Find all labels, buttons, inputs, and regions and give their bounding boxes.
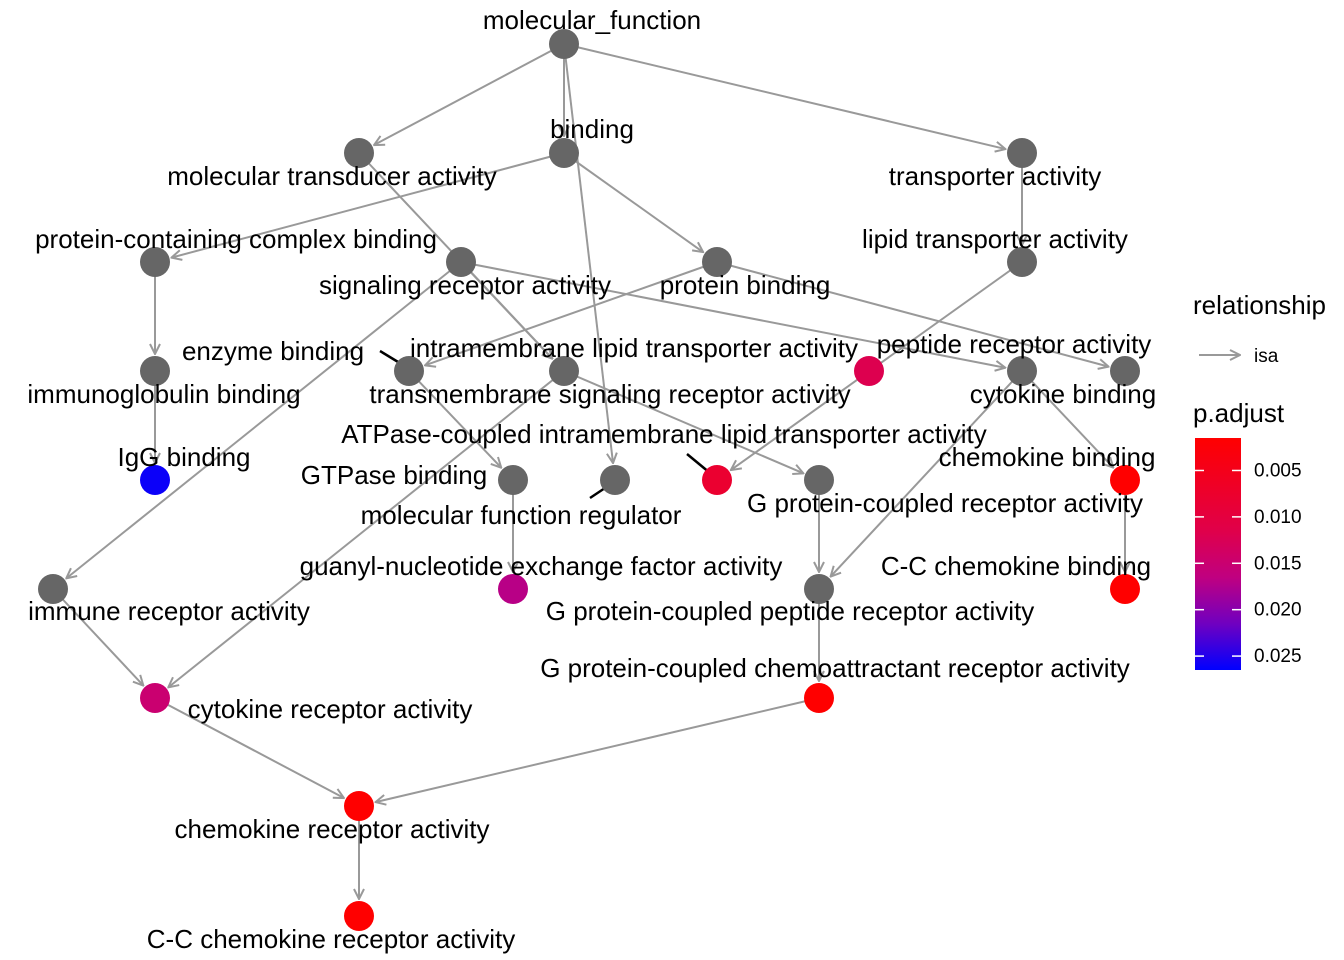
node-label-gpccra: G protein-coupled chemoattractant recept… [540, 653, 1130, 683]
node-chb [1110, 465, 1140, 495]
legend-tick-label: 0.005 [1254, 460, 1302, 481]
edge-mf-to-mfr [563, 43, 613, 463]
node-label-mta: molecular transducer activity [167, 161, 496, 191]
legend-tick-label: 0.025 [1254, 646, 1302, 667]
node-label-gnefa: guanyl-nucleotide exchange factor activi… [300, 551, 783, 581]
node-gpccra [804, 683, 834, 713]
node-label-pccb: protein-containing complex binding [35, 224, 437, 254]
node-pb [702, 247, 732, 277]
node-gpcr [804, 465, 834, 495]
edge-eb-to-gtpb [408, 370, 501, 468]
node-label-gpcpra: G protein-coupled peptide receptor activ… [546, 596, 1035, 626]
edge-pb-to-eb [425, 261, 718, 365]
node-mf [549, 29, 579, 59]
edge-cb-to-chb [1021, 370, 1113, 468]
node-label-gpcr: G protein-coupled receptor activity [747, 488, 1143, 518]
node-label-gtpb: GTPase binding [301, 460, 487, 490]
edge-bind-to-pccb [171, 152, 565, 258]
node-chra [344, 791, 374, 821]
node-label-tsra: transmembrane signaling receptor activit… [369, 379, 850, 409]
nodes-layer [38, 29, 1140, 931]
node-label-cb: cytokine binding [970, 379, 1156, 409]
node-label-eb: enzyme binding [182, 336, 364, 366]
node-gnefa [498, 574, 528, 604]
node-pccb [140, 247, 170, 277]
node-label-pra: peptide receptor activity [877, 329, 1152, 359]
node-label-ib: immunoglobulin binding [27, 379, 300, 409]
node-label-igg: IgG binding [118, 442, 251, 472]
edge-mf-to-mta [374, 43, 565, 145]
node-ira [38, 574, 68, 604]
node-ccchb [1110, 574, 1140, 604]
node-pra [1110, 356, 1140, 386]
node-label-sra: signaling receptor activity [319, 270, 611, 300]
node-label-ilta: intramembrane lipid transporter activity [410, 333, 858, 363]
legend-tick-label: 0.015 [1254, 553, 1302, 574]
node-atpase [702, 465, 732, 495]
edge-mf-to-ta [563, 43, 1005, 149]
node-label-mf: molecular_function [483, 5, 701, 35]
edge-gpccra-to-chra [376, 697, 820, 802]
edges-layer [52, 43, 1125, 899]
edge-sra-to-ira [66, 261, 462, 578]
node-label-atpase: ATPase-coupled intramembrane lipid trans… [341, 419, 986, 449]
node-igg [140, 465, 170, 495]
node-label-ira: immune receptor activity [28, 596, 310, 626]
node-label-cra: cytokine receptor activity [188, 694, 473, 724]
labels-layer: molecular_function molecular transducer a… [27, 5, 1156, 954]
edge-cra-to-chra [154, 697, 344, 798]
edge-tsra-to-gpcr [563, 370, 803, 473]
node-label-bind: binding [550, 114, 634, 144]
legend-colorbar [1195, 438, 1241, 670]
edge-bind-to-pb [563, 152, 703, 252]
node-gpcpra [804, 574, 834, 604]
node-sra [446, 247, 476, 277]
legend-ticks: 0.005 0.010 0.015 0.020 0.025 [1195, 460, 1302, 667]
edge-sra-to-cb [460, 261, 1005, 368]
node-tsra [549, 356, 579, 386]
node-mta [344, 138, 374, 168]
node-label-ccchra: C-C chemokine receptor activity [147, 924, 515, 954]
edge-sra-to-tsra [460, 261, 552, 359]
node-ta [1007, 138, 1037, 168]
edge-ira-to-cra [52, 588, 143, 686]
node-cb [1007, 356, 1037, 386]
node-label-chra: chemokine receptor activity [174, 814, 489, 844]
legend-relationship-title: relationship [1193, 290, 1326, 320]
node-ib [140, 356, 170, 386]
legend-tick-label: 0.010 [1254, 507, 1302, 528]
node-eb [394, 356, 424, 386]
node-label-mfr: molecular function regulator [361, 500, 682, 530]
node-label-ta: transporter activity [889, 161, 1101, 191]
node-label-pb: protein binding [660, 270, 831, 300]
node-label-chb: chemokine binding [939, 442, 1156, 472]
node-cra [140, 683, 170, 713]
edge-tsra-to-cra [168, 370, 565, 687]
legend-tick-label: 0.020 [1254, 600, 1302, 621]
node-mfr [600, 465, 630, 495]
node-label-ccchb: C-C chemokine binding [881, 551, 1151, 581]
node-lta [1007, 247, 1037, 277]
legend: relationship isa p.adjust 0.005 0.010 0.01… [1193, 290, 1326, 670]
legend-isa-label: isa [1254, 346, 1279, 367]
node-ccchra [344, 901, 374, 931]
edge-pb-to-pra [716, 261, 1109, 367]
node-bind [549, 138, 579, 168]
edge-cb-to-gpcpra [831, 370, 1023, 577]
legend-padjust-title: p.adjust [1193, 398, 1285, 428]
node-gtpb [498, 465, 528, 495]
node-ilta [854, 356, 884, 386]
node-label-lta: lipid transporter activity [862, 224, 1128, 254]
